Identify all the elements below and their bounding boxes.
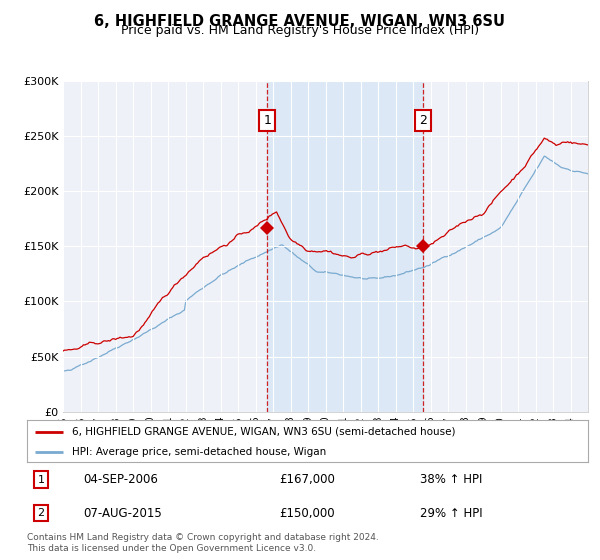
Text: 04-SEP-2006: 04-SEP-2006 bbox=[83, 473, 158, 486]
Text: 07-AUG-2015: 07-AUG-2015 bbox=[83, 507, 162, 520]
Text: HPI: Average price, semi-detached house, Wigan: HPI: Average price, semi-detached house,… bbox=[72, 447, 326, 457]
Text: Contains HM Land Registry data © Crown copyright and database right 2024.
This d: Contains HM Land Registry data © Crown c… bbox=[27, 533, 379, 553]
Bar bbox=[267, 81, 423, 412]
Text: £167,000: £167,000 bbox=[280, 473, 335, 486]
Text: 38% ↑ HPI: 38% ↑ HPI bbox=[420, 473, 482, 486]
Text: 29% ↑ HPI: 29% ↑ HPI bbox=[420, 507, 482, 520]
Text: £150,000: £150,000 bbox=[280, 507, 335, 520]
Text: 2: 2 bbox=[37, 508, 44, 518]
Text: Price paid vs. HM Land Registry's House Price Index (HPI): Price paid vs. HM Land Registry's House … bbox=[121, 24, 479, 37]
Text: 6, HIGHFIELD GRANGE AVENUE, WIGAN, WN3 6SU: 6, HIGHFIELD GRANGE AVENUE, WIGAN, WN3 6… bbox=[95, 14, 505, 29]
Text: 2: 2 bbox=[419, 114, 427, 127]
Text: 1: 1 bbox=[38, 475, 44, 484]
Text: 1: 1 bbox=[263, 114, 271, 127]
Text: 6, HIGHFIELD GRANGE AVENUE, WIGAN, WN3 6SU (semi-detached house): 6, HIGHFIELD GRANGE AVENUE, WIGAN, WN3 6… bbox=[72, 427, 455, 437]
